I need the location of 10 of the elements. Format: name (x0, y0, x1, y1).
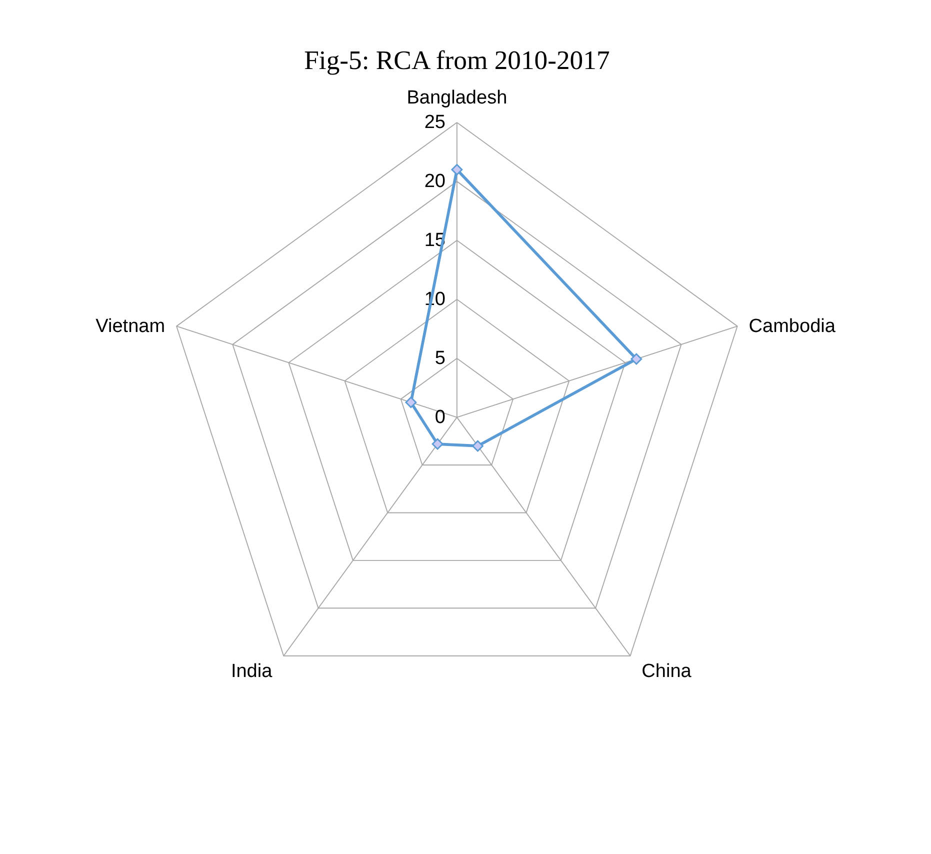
y-tick-label: 25 (424, 112, 446, 134)
spoke-label: Vietnam (96, 316, 166, 337)
spoke-label: Cambodia (748, 316, 836, 337)
spoke-label: India (230, 660, 273, 682)
spoke-label: China (642, 660, 692, 682)
y-tick-label: 20 (424, 171, 446, 192)
y-tick-label: 0 (434, 407, 446, 428)
y-tick-label: 5 (434, 348, 446, 370)
spoke-label: Bangladesh (406, 87, 508, 108)
chart-title: Fig-5: RCA from 2010-2017 (304, 44, 610, 75)
